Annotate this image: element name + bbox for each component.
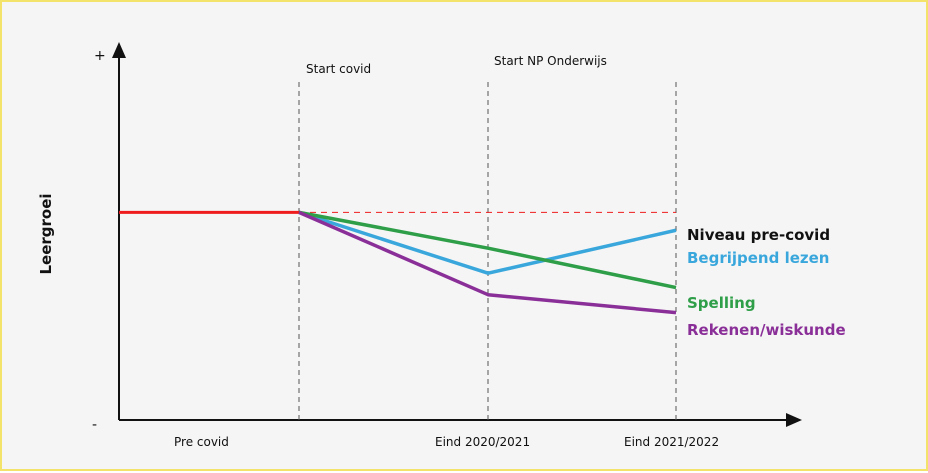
series-label-begrijpend-lezen: Begrijpend lezen (687, 249, 829, 267)
annotation-start-np-onderwijs: Start NP Onderwijs (494, 54, 607, 68)
y-axis-bottom-marker: - (92, 417, 97, 433)
annotation-start-covid: Start covid (306, 62, 371, 76)
series-line-spelling (298, 210, 677, 290)
x-tick-eind-2021-2022: Eind 2021/2022 (624, 435, 719, 449)
series-layer (119, 210, 677, 315)
series-line-rekenen-wiskunde (298, 210, 677, 315)
x-tick-pre-covid: Pre covid (174, 435, 229, 449)
series-label-rekenen-wiskunde: Rekenen/wiskunde (687, 321, 846, 339)
y-axis-label: Leergroei (37, 193, 55, 274)
y-axis-top-marker: + (94, 48, 106, 64)
series-label-niveau-pre-covid: Niveau pre-covid (687, 226, 830, 244)
x-tick-eind-2020-2021: Eind 2020/2021 (435, 435, 530, 449)
series-line-begrijpend-lezen (298, 210, 677, 275)
series-label-spelling: Spelling (687, 294, 756, 312)
x-axis-arrow (786, 413, 802, 427)
y-axis-arrow (112, 42, 126, 58)
